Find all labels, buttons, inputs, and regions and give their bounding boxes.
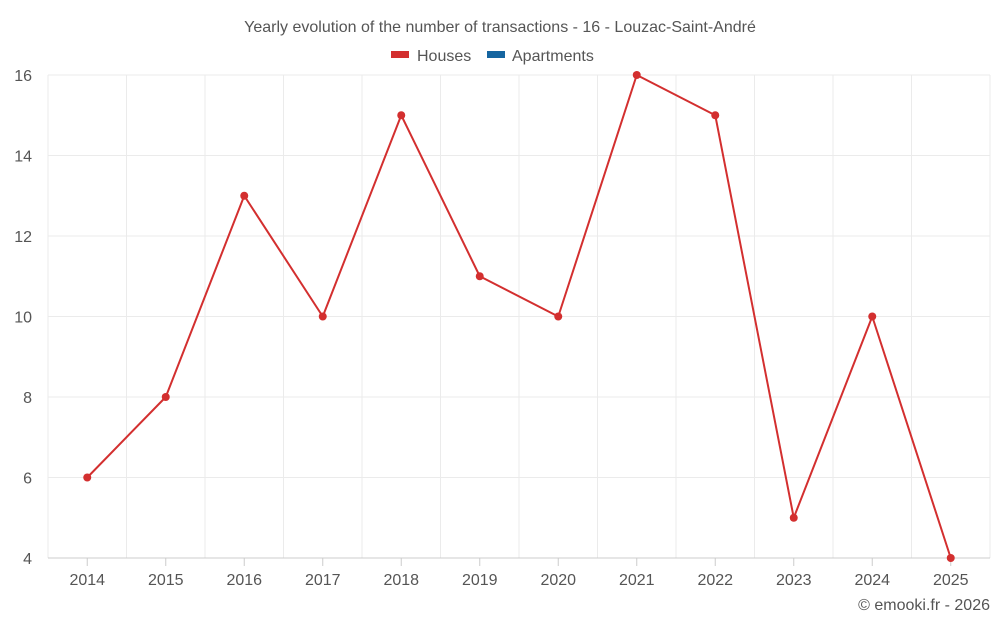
- y-tick-label: 6: [23, 471, 32, 488]
- x-tick-label: 2020: [540, 572, 576, 589]
- legend-label-apartments: Apartments: [512, 48, 594, 65]
- y-tick-label: 8: [23, 390, 32, 407]
- x-tick-label: 2014: [69, 572, 105, 589]
- x-tick-label: 2025: [933, 572, 969, 589]
- data-point[interactable]: [83, 473, 92, 482]
- data-point[interactable]: [868, 312, 877, 321]
- data-point[interactable]: [318, 312, 327, 321]
- x-tick-label: 2017: [305, 572, 341, 589]
- data-point[interactable]: [240, 191, 249, 200]
- x-tick-label: 2016: [226, 572, 262, 589]
- y-tick-label: 16: [14, 68, 32, 85]
- legend-label-houses: Houses: [417, 48, 471, 65]
- x-tick-label: 2021: [619, 572, 655, 589]
- series-line-houses: [86, 74, 952, 559]
- data-point[interactable]: [397, 111, 406, 120]
- x-tick-label: 2019: [462, 572, 498, 589]
- legend: Houses Apartments: [391, 48, 594, 65]
- data-point[interactable]: [554, 312, 563, 321]
- data-point[interactable]: [789, 513, 798, 522]
- data-point[interactable]: [161, 393, 170, 401]
- x-tick-label: 2023: [776, 572, 812, 589]
- chart-title: Yearly evolution of the number of transa…: [244, 19, 756, 36]
- y-tick-label: 12: [14, 229, 32, 246]
- series: [83, 71, 955, 562]
- x-tick-label: 2024: [854, 572, 890, 589]
- legend-item-houses[interactable]: Houses: [391, 48, 471, 65]
- x-tick-label: 2015: [148, 572, 184, 589]
- legend-swatch-houses: [391, 51, 409, 58]
- legend-swatch-apartments: [487, 51, 505, 58]
- axes: 4 6 8 10 12 14 16 2014 2015 2016 2017 2018 2019 2020 2…: [14, 68, 990, 589]
- data-point[interactable]: [632, 71, 641, 79]
- grid: [47, 74, 991, 558]
- data-point[interactable]: [946, 554, 955, 562]
- credit-text: © emooki.fr - 2026: [858, 597, 990, 614]
- legend-item-apartments[interactable]: Apartments: [487, 48, 594, 65]
- y-tick-label: 14: [14, 149, 32, 166]
- y-tick-label: 10: [14, 310, 32, 327]
- data-point[interactable]: [711, 111, 720, 120]
- x-tick-label: 2022: [697, 572, 733, 589]
- y-tick-label: 4: [23, 551, 32, 568]
- x-tick-label: 2018: [383, 572, 419, 589]
- data-point[interactable]: [475, 272, 484, 281]
